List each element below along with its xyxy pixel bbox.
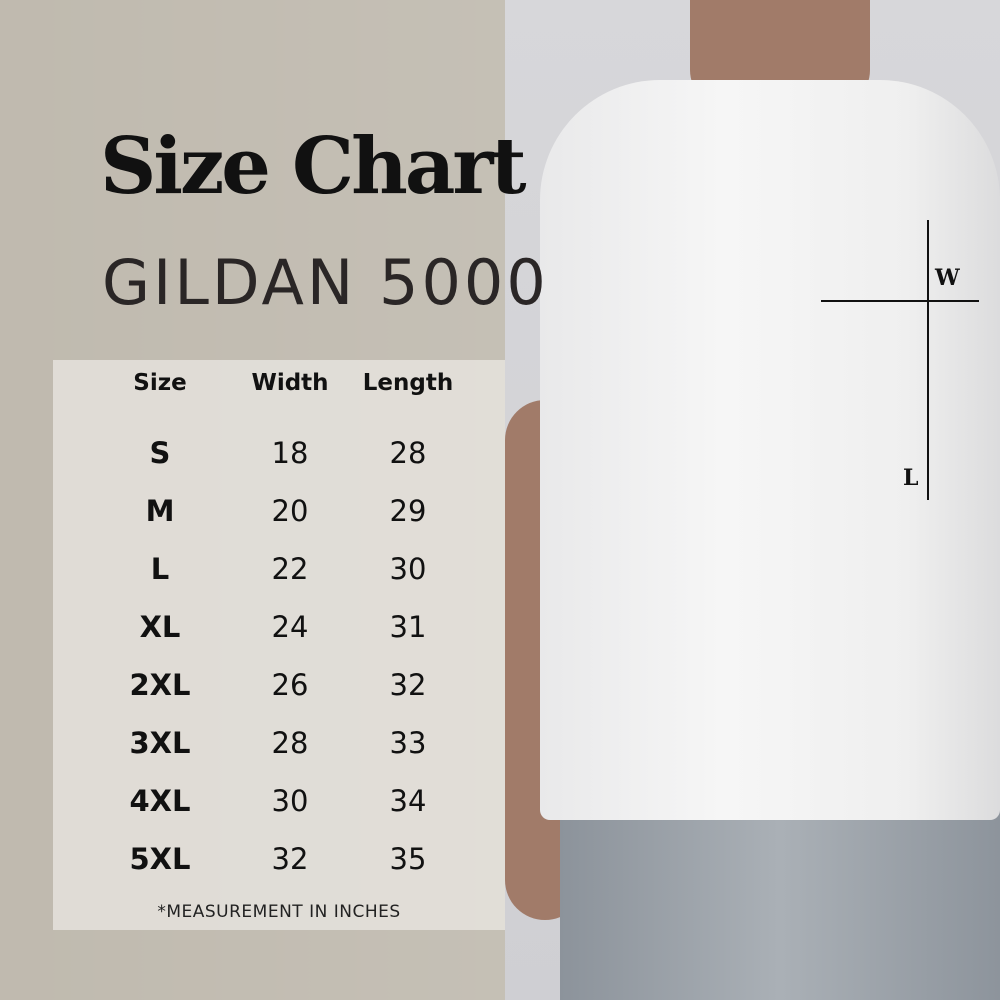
cell-width: 32: [271, 842, 309, 876]
cell-size: XL: [139, 610, 181, 644]
cell-length: 32: [389, 668, 427, 702]
product-subtitle: GILDAN 5000: [102, 246, 549, 319]
length-line: [927, 220, 929, 500]
cell-size: 2XL: [129, 668, 191, 702]
table-row: 3XL 28 33: [53, 726, 505, 766]
cell-length: 31: [389, 610, 427, 644]
header-length: Length: [362, 370, 454, 396]
header-size: Size: [133, 370, 187, 396]
table-header: Size Width Length: [53, 370, 505, 410]
header-width: Width: [251, 370, 329, 396]
cell-width: 18: [271, 436, 309, 470]
table-row: S 18 28: [53, 436, 505, 476]
width-label: W: [935, 265, 960, 291]
cell-size: 4XL: [129, 784, 191, 818]
cell-length: 33: [389, 726, 427, 760]
table-row: 5XL 32 35: [53, 842, 505, 882]
table-row: M 20 29: [53, 494, 505, 534]
width-line: [821, 300, 979, 302]
cell-length: 35: [389, 842, 427, 876]
cell-width: 28: [271, 726, 309, 760]
size-table: Size Width Length S 18 28 M 20 29 L 22 30 XL 24 31 2…: [53, 360, 505, 930]
cell-size: 5XL: [129, 842, 191, 876]
cell-width: 26: [271, 668, 309, 702]
cell-size: M: [145, 494, 175, 528]
cell-length: 28: [389, 436, 427, 470]
cell-length: 30: [389, 552, 427, 586]
measurement-note: *MEASUREMENT IN INCHES: [157, 902, 401, 922]
table-row: 2XL 26 32: [53, 668, 505, 708]
cell-size: 3XL: [129, 726, 191, 760]
page-title: Size Chart: [100, 121, 526, 212]
table-row: XL 24 31: [53, 610, 505, 650]
cell-length: 29: [389, 494, 427, 528]
cell-width: 24: [271, 610, 309, 644]
cell-width: 20: [271, 494, 309, 528]
table-row: 4XL 30 34: [53, 784, 505, 824]
cell-size: S: [149, 436, 171, 470]
cell-length: 34: [389, 784, 427, 818]
table-row: L 22 30: [53, 552, 505, 592]
cell-size: L: [150, 552, 170, 586]
length-label: L: [903, 465, 919, 491]
cell-width: 30: [271, 784, 309, 818]
jeans: [560, 800, 1000, 1000]
t-shirt: [540, 80, 1000, 820]
cell-width: 22: [271, 552, 309, 586]
